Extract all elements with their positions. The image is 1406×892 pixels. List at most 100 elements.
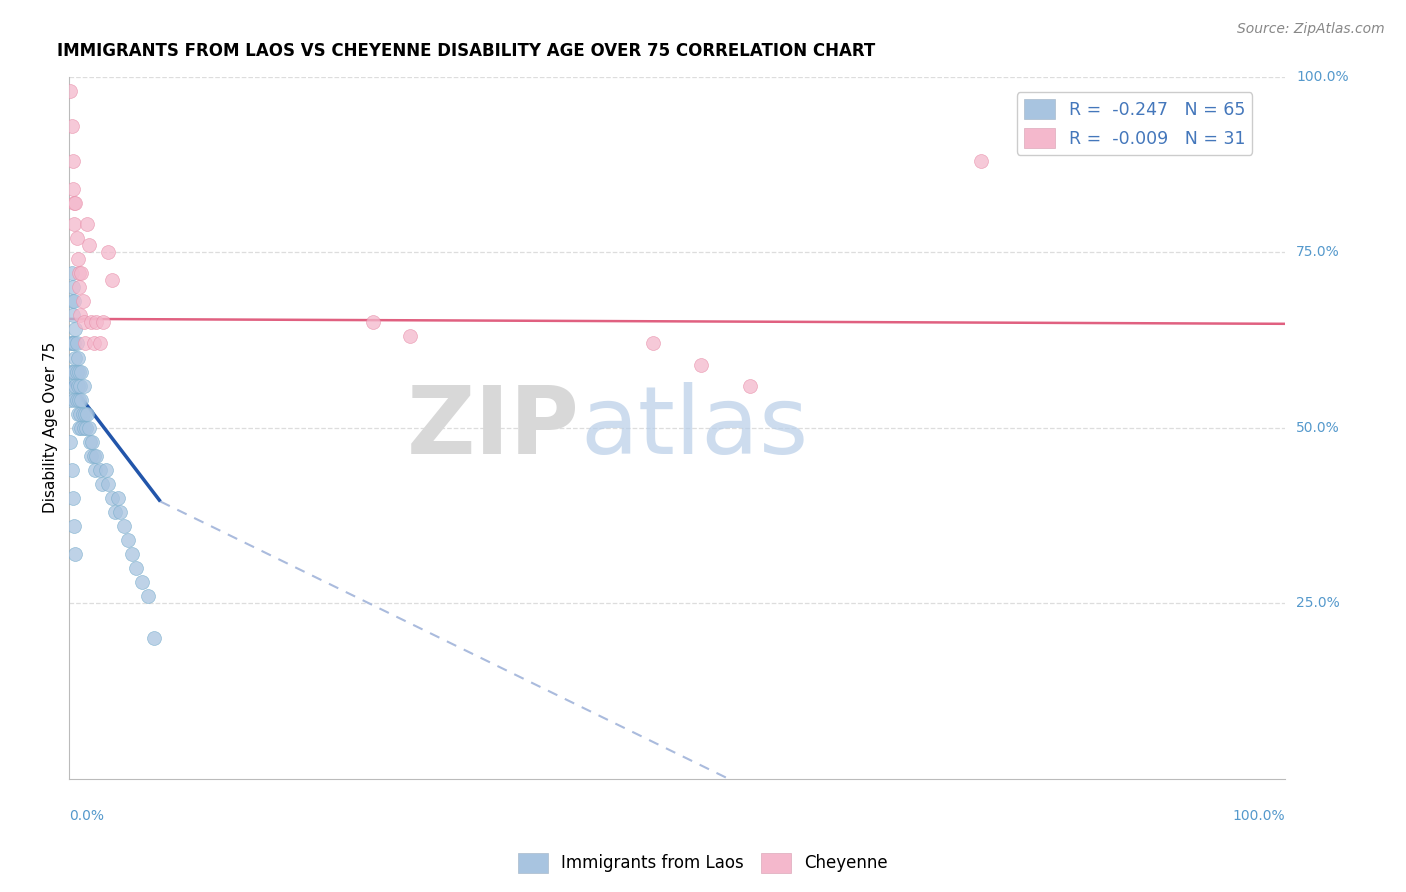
Point bbox=[66, 252, 89, 267]
Point bbox=[79, 434, 101, 449]
Point bbox=[73, 315, 96, 329]
Point bbox=[59, 84, 82, 98]
Point bbox=[62, 182, 84, 196]
Point bbox=[65, 547, 87, 561]
Y-axis label: Disability Age Over 75: Disability Age Over 75 bbox=[44, 343, 58, 514]
Point bbox=[97, 245, 120, 260]
Point bbox=[65, 322, 87, 336]
Point bbox=[67, 280, 90, 294]
Point bbox=[59, 434, 82, 449]
Text: 25.0%: 25.0% bbox=[1296, 597, 1340, 610]
Point bbox=[117, 533, 139, 548]
Point bbox=[62, 336, 84, 351]
Point bbox=[67, 421, 90, 435]
Text: 0.0%: 0.0% bbox=[69, 809, 104, 823]
Point bbox=[84, 449, 107, 463]
Point bbox=[62, 153, 84, 168]
Point bbox=[59, 392, 82, 407]
Point bbox=[70, 365, 93, 379]
Point bbox=[60, 336, 83, 351]
Point bbox=[77, 421, 100, 435]
Point bbox=[62, 309, 84, 323]
Point bbox=[70, 266, 93, 280]
Point bbox=[59, 365, 82, 379]
Point bbox=[63, 294, 86, 309]
Point bbox=[66, 407, 89, 421]
Point bbox=[62, 378, 84, 392]
Point bbox=[63, 217, 86, 231]
Point bbox=[80, 315, 103, 329]
Point bbox=[73, 421, 96, 435]
Point bbox=[62, 280, 84, 294]
Point bbox=[641, 336, 664, 351]
Point bbox=[72, 294, 94, 309]
Point bbox=[60, 266, 83, 280]
Text: IMMIGRANTS FROM LAOS VS CHEYENNE DISABILITY AGE OVER 75 CORRELATION CHART: IMMIGRANTS FROM LAOS VS CHEYENNE DISABIL… bbox=[58, 42, 876, 60]
Point bbox=[83, 463, 105, 477]
Point bbox=[104, 505, 127, 519]
Point bbox=[60, 119, 83, 133]
Point bbox=[73, 336, 96, 351]
Point bbox=[143, 632, 166, 646]
Point bbox=[970, 153, 993, 168]
Text: Source: ZipAtlas.com: Source: ZipAtlas.com bbox=[1237, 22, 1385, 37]
Point bbox=[65, 392, 87, 407]
Point bbox=[76, 217, 98, 231]
Point bbox=[60, 463, 83, 477]
Point bbox=[65, 365, 87, 379]
Point bbox=[91, 477, 114, 491]
Point bbox=[101, 491, 124, 505]
Point bbox=[66, 378, 89, 392]
Point bbox=[60, 365, 83, 379]
Legend: R =  -0.247   N = 65, R =  -0.009   N = 31: R = -0.247 N = 65, R = -0.009 N = 31 bbox=[1017, 92, 1253, 155]
Point bbox=[121, 547, 143, 561]
Point bbox=[131, 575, 153, 590]
Point bbox=[69, 309, 91, 323]
Point bbox=[82, 434, 104, 449]
Point bbox=[76, 407, 98, 421]
Text: ZIP: ZIP bbox=[406, 382, 579, 474]
Point bbox=[69, 378, 91, 392]
Point bbox=[136, 590, 159, 604]
Point bbox=[65, 351, 87, 365]
Point bbox=[84, 315, 107, 329]
Point bbox=[110, 505, 132, 519]
Point bbox=[67, 392, 90, 407]
Point bbox=[80, 449, 103, 463]
Point bbox=[69, 407, 91, 421]
Point bbox=[63, 519, 86, 533]
Text: 50.0%: 50.0% bbox=[1296, 421, 1340, 434]
Point bbox=[89, 336, 111, 351]
Point bbox=[63, 392, 86, 407]
Point bbox=[125, 561, 148, 575]
Point bbox=[83, 336, 105, 351]
Text: atlas: atlas bbox=[579, 382, 808, 474]
Point bbox=[65, 196, 87, 211]
Point bbox=[94, 463, 117, 477]
Point bbox=[361, 315, 384, 329]
Point bbox=[112, 519, 135, 533]
Point bbox=[63, 336, 86, 351]
Text: 75.0%: 75.0% bbox=[1296, 245, 1340, 260]
Point bbox=[101, 273, 124, 287]
Legend: Immigrants from Laos, Cheyenne: Immigrants from Laos, Cheyenne bbox=[512, 847, 894, 880]
Point bbox=[65, 336, 87, 351]
Point bbox=[66, 351, 89, 365]
Point bbox=[63, 365, 86, 379]
Point bbox=[62, 491, 84, 505]
Point bbox=[97, 477, 120, 491]
Point bbox=[740, 378, 762, 392]
Point bbox=[73, 378, 96, 392]
Text: 100.0%: 100.0% bbox=[1233, 809, 1285, 823]
Point bbox=[70, 421, 93, 435]
Point bbox=[107, 491, 129, 505]
Point bbox=[65, 378, 87, 392]
Point bbox=[77, 238, 100, 252]
Point bbox=[67, 266, 90, 280]
Point bbox=[60, 294, 83, 309]
Point bbox=[75, 421, 97, 435]
Point bbox=[91, 315, 114, 329]
Point bbox=[65, 231, 87, 245]
Point bbox=[398, 329, 420, 343]
Point bbox=[89, 463, 111, 477]
